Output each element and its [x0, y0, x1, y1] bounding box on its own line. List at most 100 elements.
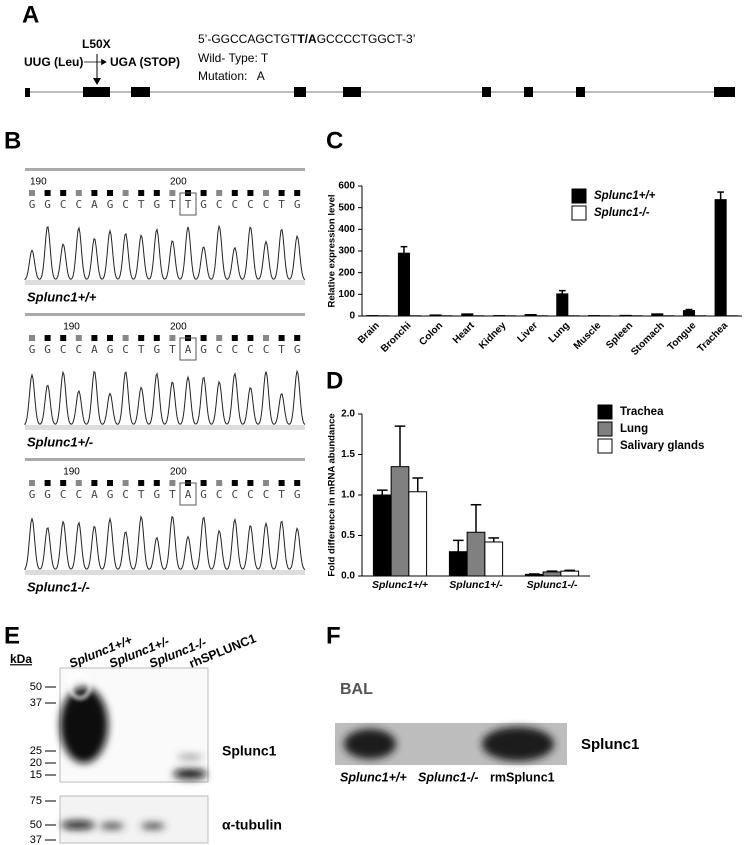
codon-wt: UUG (Leu) [24, 55, 83, 69]
y-tick-label: 600 [338, 181, 355, 192]
unit: kDa [10, 652, 32, 666]
quality-box [247, 335, 254, 341]
base: C [60, 488, 67, 501]
quality-box [153, 190, 160, 196]
bal-blot: BAL Splunc1 [335, 681, 639, 765]
legend-label: Splunc1-/- [594, 207, 650, 219]
x-tick-label: Lung [547, 320, 572, 345]
gene-diagram: L50X UUG (Leu) UGA (STOP) 5’-GGCCAGCTGTT… [24, 32, 735, 97]
base: G [107, 343, 114, 356]
base: T [138, 488, 145, 501]
panel-label: B [4, 127, 21, 154]
bar [524, 313, 537, 317]
base: A [185, 488, 192, 501]
bar [466, 531, 486, 577]
base: G [294, 488, 301, 501]
wild-type: Wild- Type: T [198, 51, 269, 65]
base: T [185, 198, 192, 211]
error-bar [558, 289, 566, 294]
bar [556, 293, 569, 317]
exons [25, 87, 735, 97]
base: G [29, 343, 36, 356]
legend-swatch [597, 404, 613, 420]
marker-label: 15 [30, 769, 42, 781]
bar [714, 199, 727, 317]
base: G [44, 198, 51, 211]
base: C [75, 198, 82, 211]
x-tick-label: Bronchi [379, 320, 414, 355]
base: T [278, 198, 285, 211]
base: G [153, 488, 160, 501]
quality-box [278, 190, 285, 196]
blot-title: BAL [340, 681, 373, 698]
marker-label: 50 [30, 819, 42, 831]
base: C [122, 343, 129, 356]
base: T [278, 488, 285, 501]
target-label: Splunc1 [581, 736, 639, 753]
base: C [247, 488, 254, 501]
base: A [91, 488, 98, 501]
legend-label: Lung [620, 423, 648, 435]
position-label: 190 [30, 177, 47, 188]
x-tick-label: Tongue [666, 320, 699, 353]
quality-box [247, 190, 254, 196]
base: T [278, 343, 285, 356]
base: G [153, 343, 160, 356]
base: G [200, 343, 207, 356]
quality-box [278, 480, 285, 486]
base: C [231, 343, 238, 356]
quality-box [75, 190, 82, 196]
quality-box [294, 335, 301, 341]
panel-label: D [326, 367, 343, 394]
western-blot: kDa Splunc1 α-tubulin [10, 652, 282, 844]
genotype-label: Splunc1+/- [27, 434, 93, 449]
position-label: 190 [63, 322, 80, 333]
panel-label: E [4, 622, 20, 649]
marker-label: 75 [30, 795, 42, 807]
legend-label: Salivary glands [620, 440, 704, 452]
trace-baseline [25, 280, 305, 285]
x-tick-label: Brain [356, 320, 382, 346]
x-tick-label: Heart [451, 320, 477, 346]
lane-label: rmSplunc1 [490, 770, 555, 784]
base: A [91, 198, 98, 211]
quality-box [263, 480, 269, 486]
quality-box [29, 335, 35, 341]
quality-box [231, 190, 238, 196]
base: C [231, 198, 238, 211]
bands [344, 727, 554, 761]
legend-label: Splunc1+/+ [594, 190, 656, 202]
base: T [138, 198, 145, 211]
base: T [169, 198, 176, 211]
quality-box [169, 190, 176, 196]
position-label: 200 [170, 177, 187, 188]
blot-bottom [59, 795, 209, 844]
error-bar [452, 539, 464, 552]
quality-box [75, 335, 82, 341]
error-bar [400, 245, 408, 254]
trace-baseline [25, 570, 305, 575]
quality-box [216, 335, 223, 341]
bar [372, 494, 392, 577]
x-tick-label: Splunc1+/+ [372, 579, 428, 591]
bar [651, 313, 664, 317]
panel-label: A [22, 1, 39, 28]
base: C [216, 343, 223, 356]
quality-box [107, 190, 113, 196]
base: G [107, 488, 114, 501]
quality-box [60, 480, 67, 486]
bands [60, 687, 207, 829]
x-tick-label: Trachea [696, 320, 731, 355]
bar [461, 313, 474, 317]
x-tick-label: Colon [417, 320, 445, 348]
y-tick-label: 500 [338, 202, 355, 213]
trace-header [25, 458, 305, 461]
lane-label: Splunc1-/- [418, 770, 478, 784]
quality-box [294, 480, 301, 486]
quality-box [216, 190, 223, 196]
trace [24, 224, 306, 280]
base: G [153, 198, 160, 211]
quality-box [44, 480, 51, 486]
trace [24, 515, 306, 570]
